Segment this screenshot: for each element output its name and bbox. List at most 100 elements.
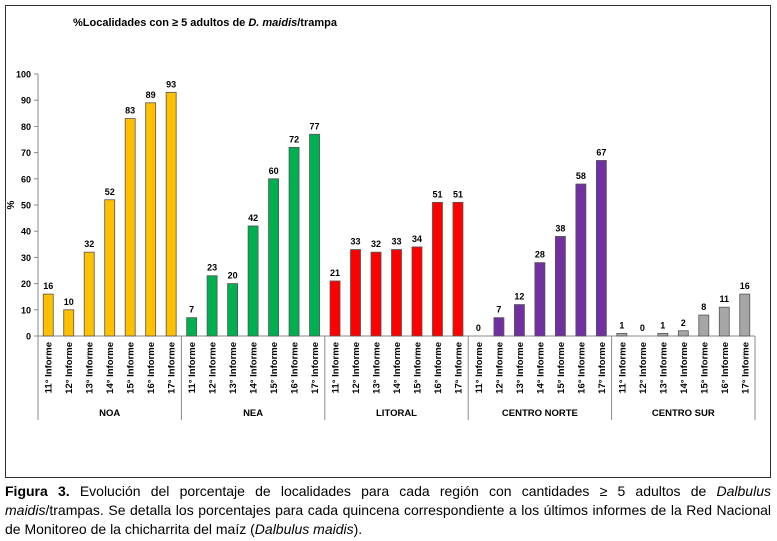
x-tick-label: 17° Informe	[453, 342, 464, 394]
bar	[432, 201, 443, 337]
data-label: 83	[125, 106, 135, 116]
bar	[718, 306, 730, 337]
x-tick-label: 14° Informe	[392, 342, 403, 394]
group-label: NEA	[243, 408, 263, 419]
bar	[247, 225, 259, 337]
x-tick-label: 16° Informe	[146, 342, 157, 394]
bar	[534, 262, 546, 337]
x-tick-label: 16° Informe	[290, 342, 301, 394]
bar	[206, 275, 218, 337]
data-label: 52	[105, 187, 115, 197]
bar	[698, 314, 710, 337]
chart-frame	[5, 5, 771, 478]
data-label: 11	[720, 294, 730, 304]
bar-chart: %Localidades con ≥ 5 adultos de D. maidi…	[6, 17, 756, 420]
chart-title: %Localidades con ≥ 5 adultos de D. maidi…	[73, 17, 338, 29]
y-tick-label: 10	[21, 305, 31, 315]
x-tick-label: 12° Informe	[638, 342, 649, 394]
x-tick-label: 14° Informe	[105, 342, 116, 394]
bar	[268, 178, 279, 337]
bar	[309, 133, 320, 337]
x-tick-label: 13° Informe	[515, 342, 526, 394]
data-label: 2	[681, 318, 686, 328]
data-label: 93	[166, 79, 176, 89]
bar	[370, 251, 382, 337]
data-label: 21	[330, 268, 340, 278]
bar	[227, 283, 239, 337]
bar	[288, 146, 300, 337]
x-tick-label: 14° Informe	[679, 342, 690, 394]
x-tick-label: 14° Informe	[535, 342, 546, 394]
data-label: 20	[228, 271, 238, 281]
data-label: 42	[248, 213, 258, 223]
x-tick-label: 15° Informe	[412, 342, 423, 394]
bar	[657, 332, 669, 337]
y-tick-label: 20	[21, 279, 31, 289]
figure-caption: Figura 3. Evolución del porcentaje de lo…	[5, 483, 771, 537]
y-tick-label: 40	[21, 227, 31, 237]
x-tick-label: 11° Informe	[187, 342, 198, 393]
x-tick-label: 15° Informe	[269, 342, 280, 394]
x-tick-label: 11° Informe	[617, 342, 628, 393]
bar	[165, 91, 177, 337]
bar	[83, 251, 95, 337]
data-label: 77	[310, 121, 320, 131]
y-tick-label: 0	[26, 332, 31, 342]
data-label: 32	[371, 239, 381, 249]
data-label: 0	[640, 323, 645, 333]
x-tick-label: 16° Informe	[720, 342, 731, 394]
bar	[329, 280, 341, 337]
data-label: 32	[84, 239, 94, 249]
bar	[452, 201, 464, 337]
x-tick-label: 17° Informe	[740, 342, 751, 394]
y-tick-label: 30	[21, 253, 31, 263]
x-tick-label: 16° Informe	[433, 342, 444, 394]
x-tick-label: 17° Informe	[167, 342, 178, 394]
x-tick-label: 12° Informe	[494, 342, 505, 394]
x-tick-label: 15° Informe	[126, 342, 137, 394]
data-label: 23	[207, 263, 217, 273]
x-tick-label: 11° Informe	[331, 342, 342, 393]
bar	[554, 236, 566, 337]
data-label: 67	[596, 147, 606, 157]
data-label: 33	[391, 237, 401, 247]
data-label: 89	[146, 90, 156, 100]
bar	[616, 332, 628, 337]
y-tick-label: 80	[21, 122, 31, 132]
y-tick-label: 70	[21, 148, 31, 158]
y-tick-label: 100	[16, 70, 31, 80]
group-label: CENTRO SUR	[652, 408, 715, 419]
data-label: 12	[514, 292, 524, 302]
data-label: 0	[476, 323, 481, 333]
group-label: CENTRO NORTE	[502, 408, 578, 419]
group-label: NOA	[99, 408, 120, 419]
bar	[411, 246, 423, 337]
bar	[575, 183, 587, 337]
x-tick-label: 13° Informe	[372, 342, 383, 394]
x-tick-label: 13° Informe	[228, 342, 239, 394]
x-tick-label: 17° Informe	[597, 342, 608, 394]
data-label: 7	[189, 305, 194, 315]
data-label: 1	[660, 320, 665, 330]
y-tick-label: 90	[21, 96, 31, 106]
bar	[595, 160, 607, 337]
data-label: 7	[496, 305, 501, 315]
data-label: 51	[432, 189, 442, 199]
bar	[514, 304, 525, 337]
y-tick-label: 60	[21, 174, 31, 184]
bar	[391, 249, 402, 337]
data-label: 58	[576, 171, 586, 181]
x-tick-label: 15° Informe	[699, 342, 710, 394]
x-tick-label: 15° Informe	[556, 342, 567, 394]
x-tick-label: 11° Informe	[474, 342, 485, 393]
group-label: LITORAL	[376, 408, 417, 419]
data-label: 28	[535, 250, 545, 260]
x-tick-label: 12° Informe	[208, 342, 219, 394]
x-tick-label: 12° Informe	[351, 342, 362, 394]
data-label: 1	[619, 320, 624, 330]
bar	[104, 199, 116, 337]
data-label: 38	[555, 223, 565, 233]
data-label: 60	[269, 166, 279, 176]
data-label: 72	[289, 134, 299, 144]
data-label: 34	[412, 234, 422, 244]
